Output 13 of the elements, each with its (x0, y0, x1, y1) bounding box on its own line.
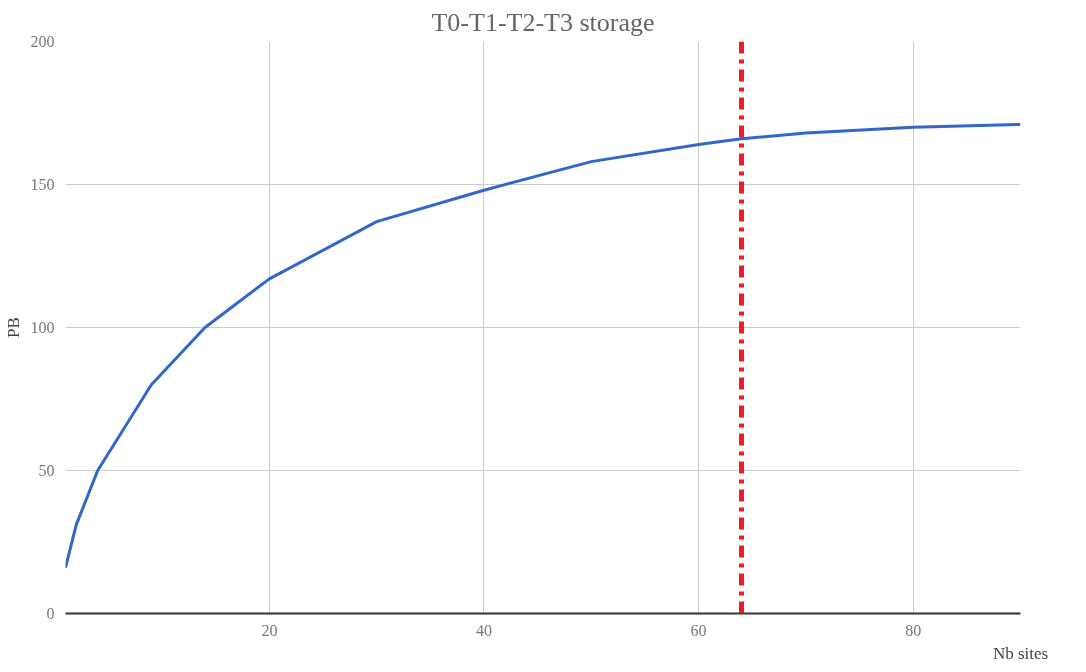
x-tick-label: 80 (905, 621, 922, 639)
y-tick-label: 100 (30, 319, 55, 336)
x-tick-label: 40 (475, 621, 492, 639)
y-tick-label: 150 (30, 176, 55, 193)
line-series (65, 122, 1021, 570)
y-tick-label: 0 (46, 605, 55, 622)
chart-title: T0-T1-T2-T3 storage (431, 7, 655, 37)
y-axis-title: PB (3, 317, 23, 338)
x-tick-label: 60 (690, 621, 707, 639)
y-tick-label: 200 (30, 33, 55, 50)
x-axis-title: Nb sites (992, 643, 1049, 663)
y-tick-label: 50 (38, 462, 55, 479)
x-tick-label: 20 (261, 621, 278, 639)
